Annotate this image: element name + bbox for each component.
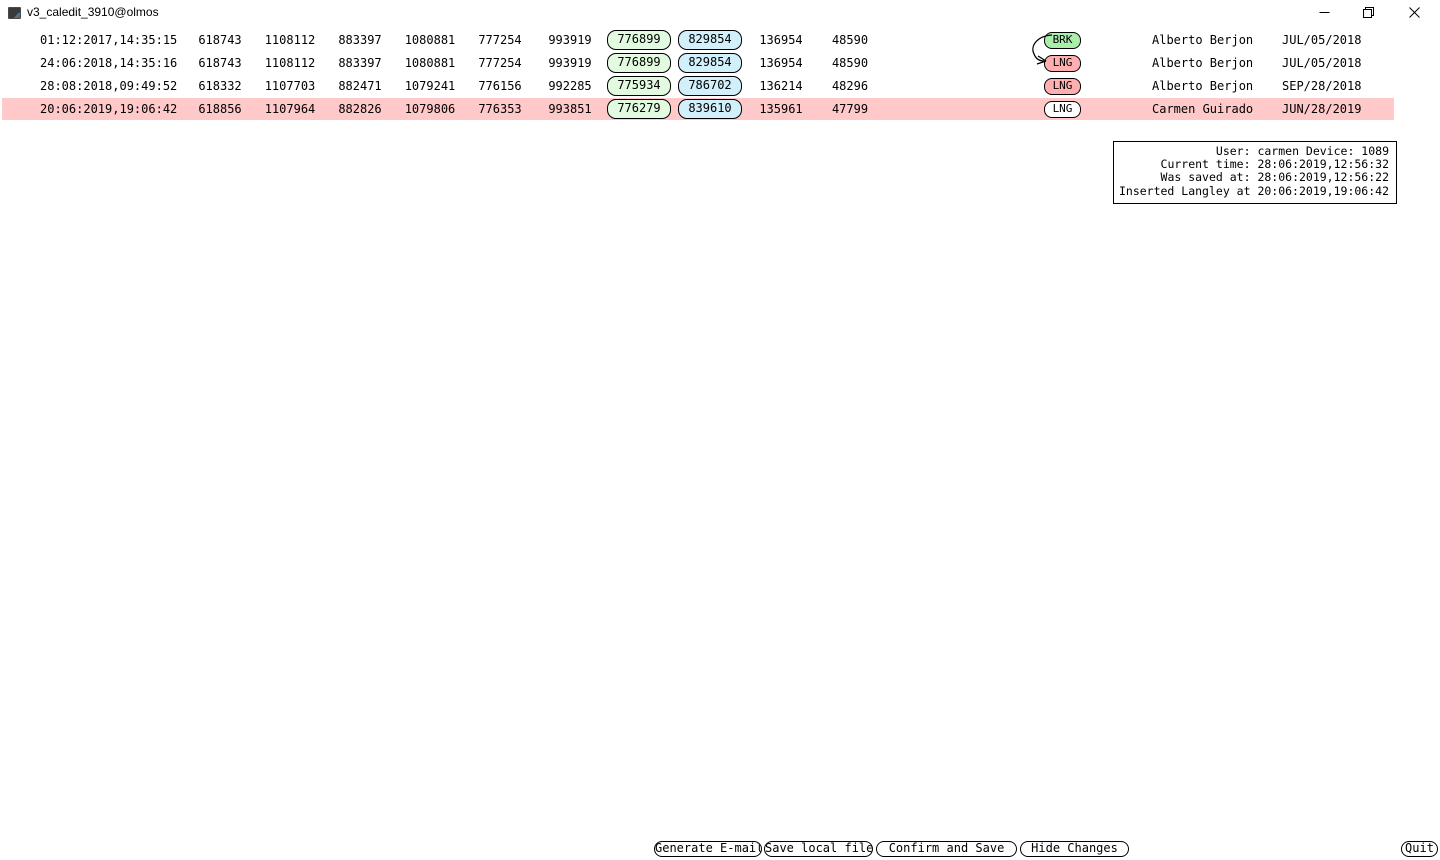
tag-button-lng[interactable]: LNG bbox=[1044, 78, 1081, 95]
value-cell: 882471 bbox=[338, 79, 382, 93]
value-cell: 776353 bbox=[478, 102, 522, 116]
value-cell: 618743 bbox=[198, 33, 242, 47]
date-cell: JUL/05/2018 bbox=[1282, 56, 1362, 70]
table-row[interactable]: 01:12:2017,14:35:15 618743 1108112 88339… bbox=[0, 29, 1440, 52]
value-cell: 993919 bbox=[548, 33, 592, 47]
value-cell: 1108112 bbox=[264, 56, 316, 70]
blue-value-button[interactable]: 839610 bbox=[678, 99, 742, 119]
confirm-and-save-button[interactable]: Confirm and Save bbox=[876, 841, 1017, 857]
green-value-button[interactable]: 776899 bbox=[607, 53, 671, 73]
blue-value-button[interactable]: 829854 bbox=[678, 30, 742, 50]
quit-button[interactable]: Quit bbox=[1401, 841, 1438, 857]
value-cell: 618332 bbox=[198, 79, 242, 93]
value-cell: 48590 bbox=[831, 33, 869, 47]
date-cell: JUL/05/2018 bbox=[1282, 33, 1362, 47]
user-name-cell: Alberto Berjon bbox=[1152, 56, 1254, 70]
blue-value-button[interactable]: 829854 bbox=[678, 53, 742, 73]
table-row-highlighted[interactable]: 20:06:2019,19:06:42 618856 1107964 88282… bbox=[0, 98, 1440, 121]
minimize-icon[interactable] bbox=[1308, 0, 1340, 24]
green-value-button[interactable]: 775934 bbox=[607, 76, 671, 96]
table-row[interactable]: 24:06:2018,14:35:16 618743 1108112 88339… bbox=[0, 52, 1440, 75]
session-info-box: User: carmen Device: 1089 Current time: … bbox=[1113, 141, 1397, 204]
value-cell: 618743 bbox=[198, 56, 242, 70]
user-name-cell: Alberto Berjon bbox=[1152, 79, 1254, 93]
timestamp-cell: 24:06:2018,14:35:16 bbox=[40, 56, 178, 70]
value-cell: 618856 bbox=[198, 102, 242, 116]
close-icon[interactable] bbox=[1398, 0, 1430, 24]
value-cell: 1080881 bbox=[404, 56, 456, 70]
value-cell: 135961 bbox=[759, 102, 803, 116]
value-cell: 993919 bbox=[548, 56, 592, 70]
value-cell: 48590 bbox=[831, 56, 869, 70]
info-inserted-line: Inserted Langley at 20:06:2019,19:06:42 bbox=[1118, 183, 1389, 198]
window-title: v3_caledit_3910@olmos bbox=[27, 5, 159, 19]
user-name-cell: Carmen Guirado bbox=[1152, 102, 1254, 116]
date-cell: SEP/28/2018 bbox=[1282, 79, 1362, 93]
blue-value-button[interactable]: 786702 bbox=[678, 76, 742, 96]
title-bar: v3_caledit_3910@olmos bbox=[0, 0, 1440, 24]
hide-changes-button[interactable]: Hide Changes bbox=[1020, 841, 1129, 857]
value-cell: 1079806 bbox=[404, 102, 456, 116]
user-name-cell: Alberto Berjon bbox=[1152, 33, 1254, 47]
info-saved-at-line: Was saved at: 28:06:2019,12:56:22 bbox=[1160, 170, 1389, 185]
value-cell: 136954 bbox=[759, 56, 803, 70]
restore-icon[interactable] bbox=[1352, 0, 1384, 24]
value-cell: 883397 bbox=[338, 56, 382, 70]
value-cell: 1079241 bbox=[404, 79, 456, 93]
timestamp-cell: 20:06:2019,19:06:42 bbox=[40, 102, 178, 116]
tag-button-lng[interactable]: LNG bbox=[1044, 101, 1081, 118]
timestamp-cell: 01:12:2017,14:35:15 bbox=[40, 33, 178, 47]
value-cell: 136954 bbox=[759, 33, 803, 47]
generate-email-button[interactable]: Generate E-mail bbox=[654, 841, 762, 857]
value-cell: 777254 bbox=[478, 33, 522, 47]
value-cell: 993851 bbox=[548, 102, 592, 116]
value-cell: 1108112 bbox=[264, 33, 316, 47]
save-local-file-button[interactable]: Save local file bbox=[764, 841, 873, 857]
green-value-button[interactable]: 776279 bbox=[607, 99, 671, 119]
value-cell: 777254 bbox=[478, 56, 522, 70]
value-cell: 136214 bbox=[759, 79, 803, 93]
date-cell: JUN/28/2019 bbox=[1282, 102, 1362, 116]
value-cell: 882826 bbox=[338, 102, 382, 116]
tag-button-brk[interactable]: BRK bbox=[1044, 32, 1081, 49]
table-row[interactable]: 28:08:2018,09:49:52 618332 1107703 88247… bbox=[0, 75, 1440, 98]
app-icon bbox=[8, 5, 22, 19]
value-cell: 776156 bbox=[478, 79, 522, 93]
info-current-time-line: Current time: 28:06:2019,12:56:32 bbox=[1160, 157, 1389, 172]
value-cell: 1107964 bbox=[264, 102, 316, 116]
value-cell: 883397 bbox=[338, 33, 382, 47]
value-cell: 1107703 bbox=[264, 79, 316, 93]
timestamp-cell: 28:08:2018,09:49:52 bbox=[40, 79, 178, 93]
tag-button-lng[interactable]: LNG bbox=[1044, 55, 1081, 72]
value-cell: 48296 bbox=[831, 79, 869, 93]
value-cell: 47799 bbox=[831, 102, 869, 116]
value-cell: 992285 bbox=[548, 79, 592, 93]
value-cell: 1080881 bbox=[404, 33, 456, 47]
green-value-button[interactable]: 776899 bbox=[607, 30, 671, 50]
info-user-line: User: carmen Device: 1089 bbox=[1215, 144, 1389, 158]
